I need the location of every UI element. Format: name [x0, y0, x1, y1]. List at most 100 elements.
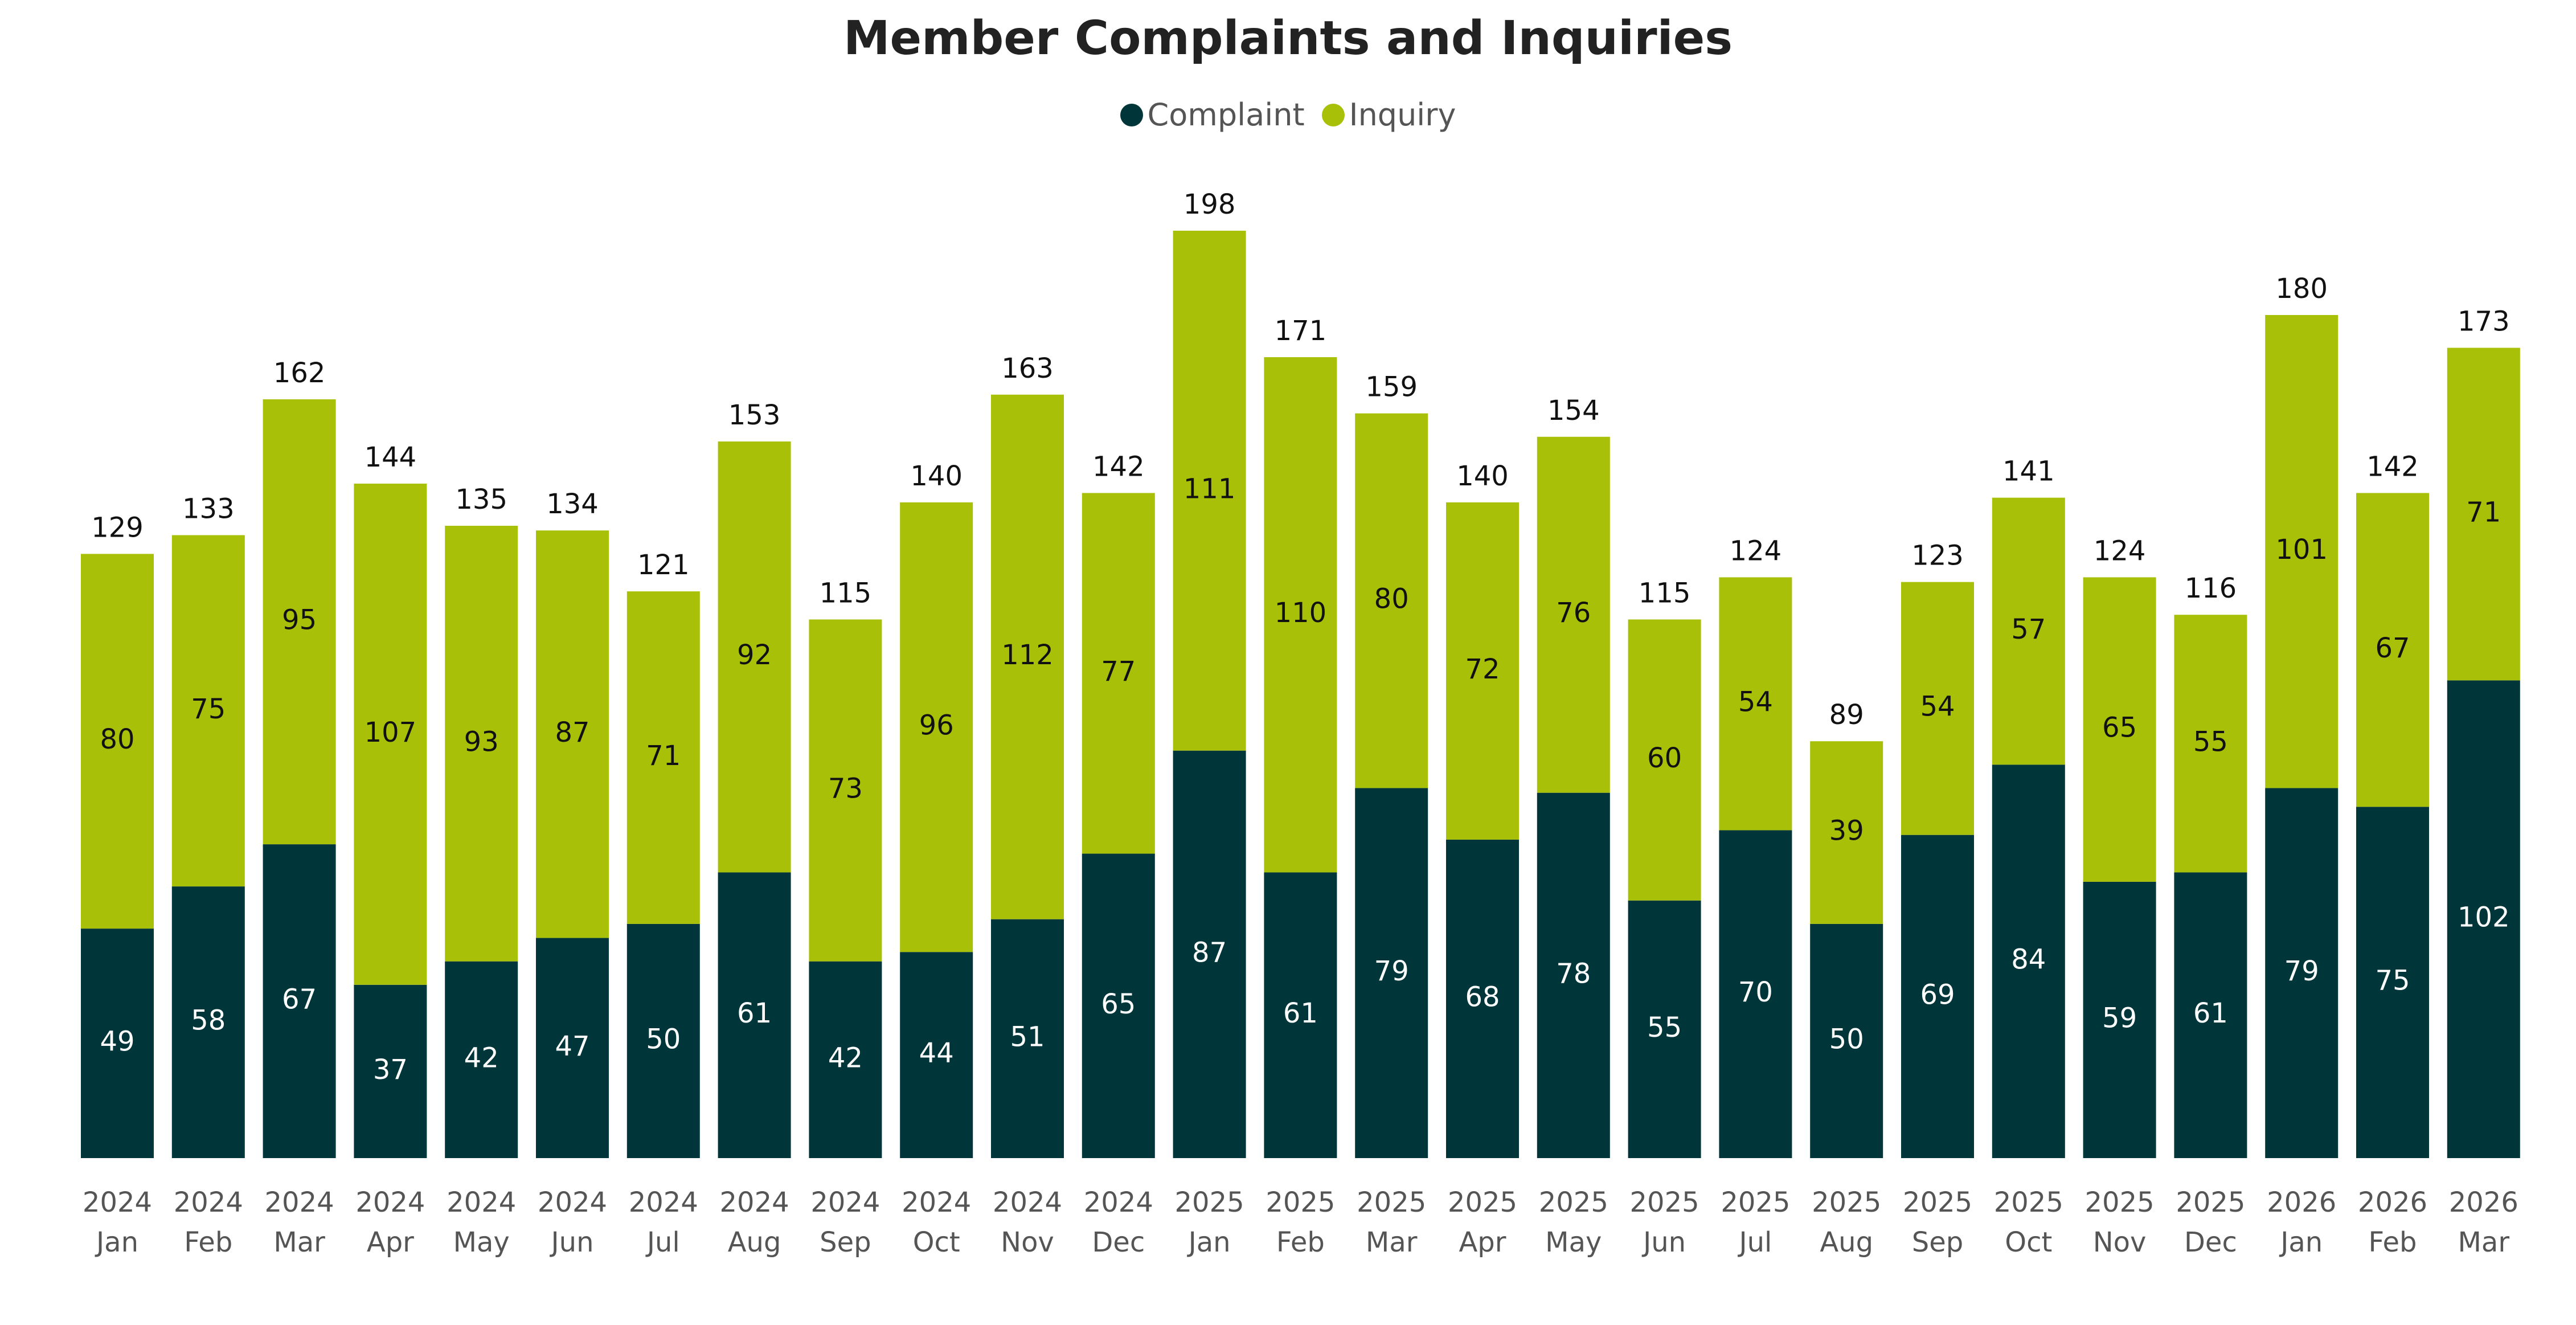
data-label-complaint-21: 84 — [2011, 944, 2046, 976]
data-label-complaint-24: 79 — [2284, 955, 2319, 987]
data-label-complaint-0: 49 — [100, 1026, 134, 1058]
bar-complaint-21 — [1992, 764, 2065, 1158]
x-tick-month-14: Mar — [1366, 1226, 1418, 1258]
x-tick-year-1: 2024 — [174, 1187, 243, 1218]
data-label-inquiry-14: 80 — [1374, 583, 1409, 615]
total-label-0: 129 — [91, 512, 144, 543]
x-tick-year-3: 2024 — [355, 1187, 425, 1218]
legend-item-complaint[interactable]: Complaint — [1120, 97, 1305, 133]
data-label-complaint-2: 67 — [282, 984, 317, 1016]
bar-complaint-0 — [81, 929, 154, 1158]
x-tick-year-16: 2025 — [1539, 1187, 1608, 1218]
bar-complaint-26 — [2447, 680, 2520, 1158]
x-tick-year-11: 2024 — [1084, 1187, 1153, 1218]
bar-complaint-15 — [1446, 839, 1519, 1158]
data-label-complaint-6: 50 — [646, 1023, 681, 1055]
bar-complaint-3 — [354, 984, 427, 1158]
bar-complaint-19 — [1810, 923, 1883, 1158]
x-tick-month-26: Mar — [2458, 1226, 2510, 1258]
data-label-inquiry-4: 93 — [464, 726, 499, 758]
data-label-inquiry-0: 80 — [100, 723, 134, 755]
bar-complaint-16 — [1537, 792, 1610, 1158]
data-label-inquiry-12: 111 — [1183, 473, 1236, 505]
x-tick-year-7: 2024 — [720, 1187, 789, 1218]
x-tick-month-4: May — [453, 1226, 510, 1258]
data-label-inquiry-9: 96 — [919, 710, 954, 742]
x-tick-year-10: 2024 — [993, 1187, 1062, 1218]
x-tick-month-23: Dec — [2184, 1226, 2237, 1258]
bar-inquiry-8 — [809, 619, 882, 962]
bar-complaint-9 — [900, 952, 973, 1158]
x-tick-year-25: 2026 — [2358, 1187, 2427, 1218]
data-label-inquiry-25: 67 — [2375, 632, 2410, 664]
x-tick-month-13: Feb — [1276, 1226, 1325, 1258]
data-label-inquiry-11: 77 — [1101, 656, 1136, 688]
data-label-inquiry-10: 112 — [1001, 639, 1054, 671]
bar-complaint-6 — [626, 923, 700, 1158]
data-label-complaint-8: 42 — [828, 1042, 863, 1074]
bar-inquiry-6 — [626, 591, 700, 924]
total-label-12: 198 — [1183, 189, 1236, 220]
data-label-inquiry-26: 71 — [2466, 496, 2501, 528]
data-label-inquiry-8: 73 — [828, 773, 863, 805]
data-label-inquiry-6: 71 — [646, 740, 681, 772]
x-tick-month-15: Apr — [1459, 1226, 1506, 1258]
x-tick-year-22: 2025 — [2085, 1187, 2155, 1218]
total-label-25: 142 — [2366, 451, 2419, 482]
bar-complaint-5 — [536, 938, 609, 1158]
x-tick-year-15: 2025 — [1448, 1187, 1517, 1218]
legend-item-inquiry[interactable]: Inquiry — [1321, 97, 1456, 133]
data-label-complaint-3: 37 — [373, 1054, 408, 1086]
bar-complaint-20 — [1901, 835, 1974, 1158]
total-label-3: 144 — [365, 441, 417, 473]
bar-inquiry-2 — [263, 399, 336, 845]
x-tick-year-14: 2025 — [1357, 1187, 1426, 1218]
data-label-inquiry-17: 60 — [1647, 742, 1682, 774]
bar-inquiry-10 — [991, 394, 1064, 919]
bar-inquiry-16 — [1537, 436, 1610, 793]
bar-inquiry-1 — [171, 535, 245, 887]
x-tick-year-5: 2024 — [538, 1187, 607, 1218]
data-label-complaint-10: 51 — [1010, 1021, 1045, 1053]
data-label-complaint-26: 102 — [2458, 902, 2510, 934]
x-tick-year-9: 2024 — [902, 1187, 971, 1218]
bar-inquiry-22 — [2083, 577, 2156, 882]
total-label-11: 142 — [1092, 451, 1145, 482]
bar-inquiry-12 — [1173, 231, 1246, 751]
x-tick-month-12: Jan — [1187, 1226, 1231, 1258]
total-label-13: 171 — [1275, 315, 1327, 347]
x-tick-month-6: Jul — [645, 1226, 680, 1258]
x-tick-month-8: Sep — [820, 1226, 871, 1258]
x-tick-month-11: Dec — [1092, 1226, 1145, 1258]
data-label-complaint-1: 58 — [191, 1005, 226, 1037]
bar-inquiry-7 — [718, 441, 791, 873]
total-label-9: 140 — [910, 460, 963, 492]
total-label-23: 116 — [2185, 572, 2237, 604]
data-label-complaint-17: 55 — [1647, 1012, 1682, 1044]
total-label-14: 159 — [1365, 371, 1418, 403]
bar-inquiry-15 — [1446, 502, 1519, 840]
total-label-4: 135 — [455, 484, 507, 516]
x-tick-month-24: Jan — [2279, 1226, 2323, 1258]
bar-inquiry-21 — [1992, 497, 2065, 765]
total-label-19: 89 — [1829, 699, 1864, 731]
chart-title: Member Complaints and Inquiries — [843, 11, 1733, 66]
data-label-complaint-16: 78 — [1556, 958, 1591, 989]
bar-inquiry-0 — [81, 554, 154, 929]
x-tick-year-19: 2025 — [1812, 1187, 1881, 1218]
data-label-complaint-9: 44 — [919, 1037, 954, 1069]
bar-inquiry-18 — [1719, 577, 1792, 831]
x-tick-month-9: Oct — [913, 1226, 960, 1258]
bar-inquiry-14 — [1355, 413, 1428, 788]
bar-inquiry-17 — [1628, 619, 1701, 901]
x-tick-month-16: May — [1545, 1226, 1602, 1258]
x-tick-month-20: Sep — [1912, 1226, 1963, 1258]
x-tick-month-25: Feb — [2369, 1226, 2417, 1258]
bar-inquiry-3 — [354, 484, 427, 985]
data-label-inquiry-24: 101 — [2275, 534, 2328, 566]
x-tick-year-2: 2024 — [265, 1187, 334, 1218]
x-tick-month-18: Jul — [1737, 1226, 1772, 1258]
data-label-complaint-15: 68 — [1465, 981, 1500, 1013]
bar-inquiry-25 — [2356, 493, 2429, 807]
